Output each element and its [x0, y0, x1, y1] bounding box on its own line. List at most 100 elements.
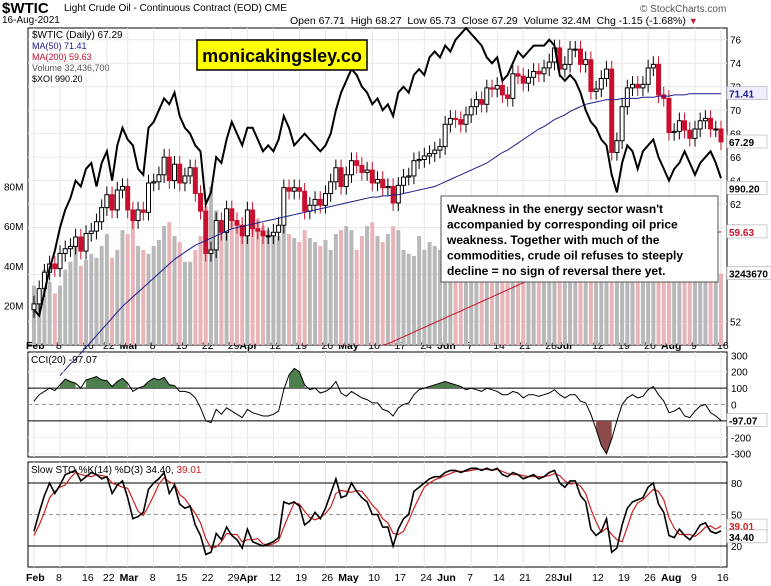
candle-up [572, 48, 578, 51]
candle-up [713, 128, 719, 131]
x-tick-label: 26 [321, 340, 333, 352]
tag-xoi: 990.20 [729, 184, 760, 195]
candle-down [260, 230, 266, 237]
tag-close: 67.29 [729, 138, 754, 149]
volume-bar [687, 238, 692, 345]
annotation-line: weakness. Together with much of the [446, 233, 660, 247]
annotation-line: decline = no sign of reversal there yet. [447, 264, 665, 278]
x-tick-label: 26 [644, 340, 656, 352]
x-tick-label-bottom: 19 [295, 572, 307, 584]
volume-bar [391, 226, 396, 345]
x-tick-label: 7 [467, 340, 473, 352]
volume-tick-label: 80M [4, 183, 23, 194]
symbol: $WTIC [2, 0, 49, 17]
cci-tick-label: 100 [731, 384, 748, 395]
candle-up [375, 178, 380, 184]
x-tick-label-bottom: 16 [717, 572, 729, 584]
cci-fill-positive [60, 379, 76, 389]
annotation-line: accompanied by corresponding oil price [447, 218, 678, 232]
candle-up [224, 208, 230, 233]
volume-bar [437, 249, 442, 345]
candle-up [73, 236, 79, 247]
candle-up [604, 68, 609, 79]
volume-bar [692, 234, 697, 345]
candle-down [536, 70, 542, 75]
candle-up [291, 187, 297, 192]
cci-fill-positive [289, 368, 305, 389]
candle-up [676, 120, 682, 132]
candle-up [671, 130, 677, 133]
x-tick-label: 28 [545, 340, 557, 352]
tag-ma200: 59.63 [729, 228, 754, 239]
xoi-line [33, 26, 722, 318]
volume-bar [495, 241, 500, 345]
volume-bar [266, 230, 271, 345]
candle-down [296, 187, 302, 192]
candle-up [182, 175, 188, 184]
candle-down [687, 129, 693, 139]
candle-up [265, 235, 271, 238]
cci-tag-box [726, 413, 768, 427]
volume-bar [625, 230, 630, 345]
cci-fill-positive [143, 377, 175, 389]
candle-up [432, 149, 438, 155]
volume-bar [323, 239, 328, 345]
candle-up [31, 303, 37, 311]
x-tick-label: 16 [82, 340, 94, 352]
volume-bar [172, 236, 177, 345]
volume-bar [490, 245, 494, 345]
candle-down [505, 94, 511, 99]
high-value: 68.27 [375, 15, 402, 27]
volume-bar [68, 261, 73, 345]
volume-bar [719, 273, 723, 345]
volume-bar [52, 293, 57, 345]
volume-bar [354, 249, 359, 345]
volume-bar [484, 222, 489, 345]
x-tick-label-bottom: May [338, 572, 359, 584]
volume-bar [568, 230, 573, 345]
x-tick-label-bottom: 24 [420, 572, 432, 584]
candle-up [99, 207, 105, 223]
volume-bar [307, 238, 312, 345]
candle-up [270, 231, 276, 237]
volume-bar [661, 238, 666, 345]
candle-up [67, 245, 73, 250]
candle-down [130, 209, 136, 222]
volume-bar [214, 210, 219, 345]
volume-bar [578, 236, 583, 345]
candle-up [525, 76, 531, 84]
volume-bar [417, 236, 422, 345]
volume-bar [682, 238, 687, 345]
x-tick-label-bottom: 12 [269, 572, 281, 584]
candle-down [369, 169, 375, 184]
x-tick-label-bottom: Aug [661, 572, 681, 584]
volume-bar [344, 226, 349, 345]
x-tick-label: 21 [519, 340, 531, 352]
volume-bar [188, 261, 193, 345]
volume-bar [203, 206, 208, 345]
volume-bar [708, 245, 713, 345]
candle-up [104, 194, 110, 209]
candle-down [380, 178, 386, 189]
volume-bar [422, 249, 427, 345]
x-tick-label-bottom: 8 [150, 572, 156, 584]
x-tick-label: 16 [717, 340, 729, 352]
volume-bar [401, 249, 406, 345]
volume-bar [380, 241, 385, 345]
volume-bar [250, 214, 255, 345]
x-tick-label-bottom: 26 [321, 572, 333, 584]
candle-down [354, 160, 360, 166]
volume-bar [651, 234, 656, 345]
sto-tag-d: 39.01 [729, 522, 754, 533]
volume-bar [177, 241, 182, 345]
x-tick-label: 12 [269, 340, 281, 352]
x-tick-label-bottom: Jun [437, 572, 456, 584]
candle-up [208, 249, 214, 254]
volume-bar [526, 238, 531, 345]
volume-bar [94, 257, 99, 345]
x-tick-label-bottom: 21 [519, 572, 531, 584]
x-tick-label-bottom: 15 [176, 572, 188, 584]
candle-up [427, 153, 433, 157]
x-tick-label-bottom: 26 [644, 572, 656, 584]
candle-up [411, 160, 417, 177]
